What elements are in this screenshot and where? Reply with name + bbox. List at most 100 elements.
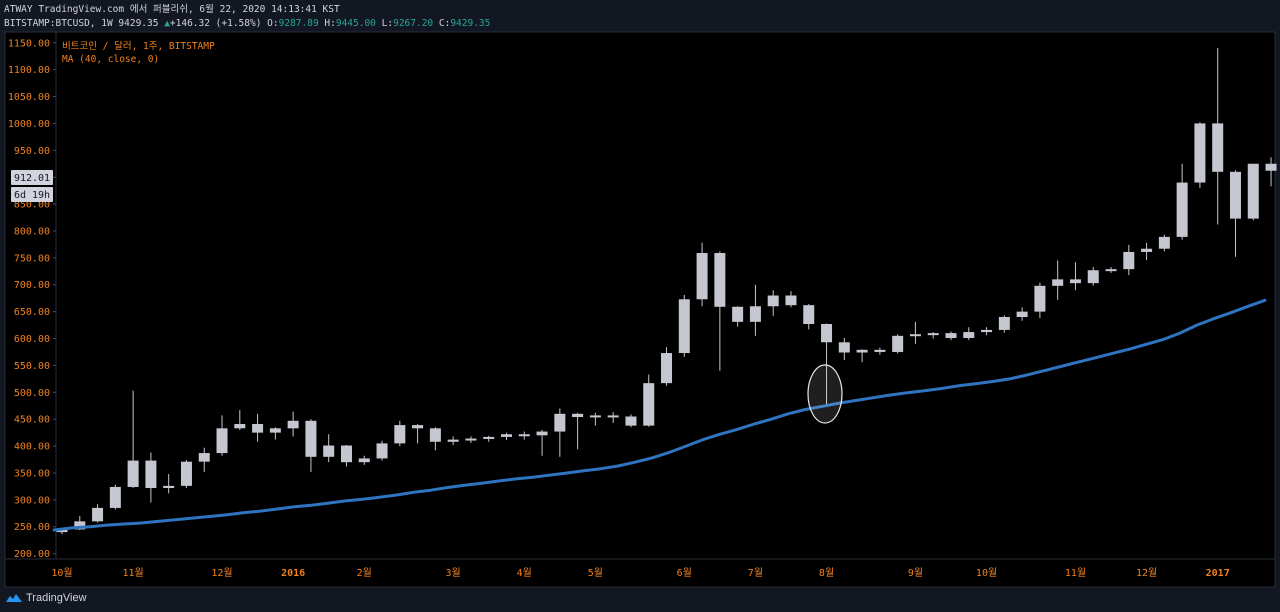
tradingview-logo[interactable]: TradingView — [6, 592, 87, 604]
candle[interactable] — [945, 331, 957, 341]
candle[interactable] — [305, 419, 317, 472]
candle[interactable] — [607, 412, 619, 423]
candle[interactable] — [447, 436, 459, 445]
candle[interactable] — [696, 242, 708, 307]
candle[interactable] — [198, 447, 210, 472]
candle[interactable] — [963, 327, 975, 341]
candle[interactable] — [1052, 260, 1064, 300]
candle[interactable] — [501, 432, 512, 441]
candle-body — [643, 383, 655, 426]
candle-body — [1087, 270, 1099, 284]
candle-body — [305, 420, 317, 457]
candle[interactable] — [892, 334, 904, 354]
candles-series[interactable] — [56, 48, 1277, 535]
candle[interactable] — [1158, 234, 1170, 252]
candle[interactable] — [1176, 163, 1188, 240]
candle[interactable] — [536, 429, 548, 456]
candle-body — [163, 485, 175, 489]
candle[interactable] — [252, 413, 264, 442]
candle[interactable] — [927, 332, 939, 339]
y-tick-label: 1150.00 — [8, 38, 50, 49]
candle[interactable] — [803, 304, 815, 330]
y-tick-label: 650.00 — [14, 307, 50, 318]
candle[interactable] — [998, 315, 1010, 333]
legend-series[interactable]: 비트코인 / 달러, 1주, BITSTAMP — [62, 40, 215, 52]
candle-body — [323, 445, 335, 457]
candle[interactable] — [1194, 122, 1206, 188]
candle[interactable] — [180, 460, 192, 489]
candle[interactable] — [412, 424, 424, 444]
candle-body — [429, 428, 441, 442]
candle-body — [447, 439, 459, 442]
ma-line[interactable] — [52, 298, 1267, 532]
candle[interactable] — [625, 414, 637, 428]
candle[interactable] — [1212, 48, 1224, 225]
candle[interactable] — [465, 436, 477, 443]
candle[interactable] — [732, 306, 744, 327]
candle[interactable] — [358, 455, 370, 465]
tradingview-icon — [6, 594, 22, 602]
candle-body — [340, 445, 352, 463]
candle[interactable] — [287, 411, 299, 437]
legend-indicator[interactable]: MA (40, close, 0) — [62, 54, 159, 65]
candle[interactable] — [589, 412, 601, 426]
candle[interactable] — [909, 321, 921, 344]
candle[interactable] — [109, 484, 121, 510]
candle[interactable] — [749, 284, 761, 336]
open-label: O: — [267, 18, 279, 29]
candle[interactable] — [376, 440, 388, 461]
y-tick-label: 1050.00 — [8, 92, 50, 103]
candle[interactable] — [234, 410, 246, 430]
candle[interactable] — [785, 291, 797, 308]
candle[interactable] — [1034, 282, 1046, 319]
candle-body — [518, 434, 530, 437]
candle[interactable] — [1016, 307, 1028, 321]
y-tick-label: 700.00 — [14, 280, 50, 291]
candle[interactable] — [838, 337, 850, 361]
candle-body — [180, 461, 192, 486]
candle-body — [287, 420, 299, 429]
candle[interactable] — [678, 294, 690, 357]
candle[interactable] — [714, 251, 726, 371]
candle[interactable] — [1247, 163, 1259, 221]
time-axis[interactable]: 10월 11월 12월 2016 2월 3월 4월 5월 6월 7월 8월 9월 10월 11월 12월 20… — [51, 567, 1229, 579]
candle[interactable] — [429, 427, 441, 451]
candle[interactable] — [767, 290, 779, 316]
candle[interactable] — [1229, 170, 1241, 257]
candle[interactable] — [518, 431, 530, 440]
candle[interactable] — [1265, 157, 1277, 187]
candle-body — [127, 460, 139, 487]
candle[interactable] — [394, 420, 406, 447]
candle[interactable] — [92, 504, 104, 523]
candle-body — [1052, 279, 1064, 286]
candle[interactable] — [1141, 242, 1153, 261]
x-tick-label: 2017 — [1206, 568, 1230, 579]
candle[interactable] — [1105, 266, 1117, 273]
candle[interactable] — [661, 347, 673, 386]
candle[interactable] — [554, 408, 566, 457]
candle[interactable] — [856, 349, 868, 363]
candle[interactable] — [874, 347, 886, 355]
highlight-ellipse — [807, 364, 843, 424]
candle[interactable] — [163, 474, 175, 494]
candle[interactable] — [1123, 244, 1135, 276]
candle[interactable] — [127, 390, 139, 489]
candle[interactable] — [1087, 266, 1099, 286]
candle[interactable] — [269, 427, 281, 440]
low-value: 9267.20 — [393, 18, 434, 29]
candle[interactable] — [483, 435, 495, 442]
x-tick-label: 11월 — [1065, 567, 1086, 579]
close-value: 9429.35 — [450, 18, 491, 29]
candle[interactable] — [572, 412, 584, 450]
candle-body — [1194, 123, 1206, 183]
candle[interactable] — [145, 452, 157, 503]
candle-body — [803, 305, 815, 325]
candle[interactable] — [216, 415, 228, 456]
candle[interactable] — [981, 327, 993, 336]
candle[interactable] — [323, 434, 335, 463]
candle-body — [696, 253, 708, 300]
candle[interactable] — [1069, 262, 1081, 291]
candle[interactable] — [340, 444, 352, 467]
candle[interactable] — [643, 374, 655, 427]
